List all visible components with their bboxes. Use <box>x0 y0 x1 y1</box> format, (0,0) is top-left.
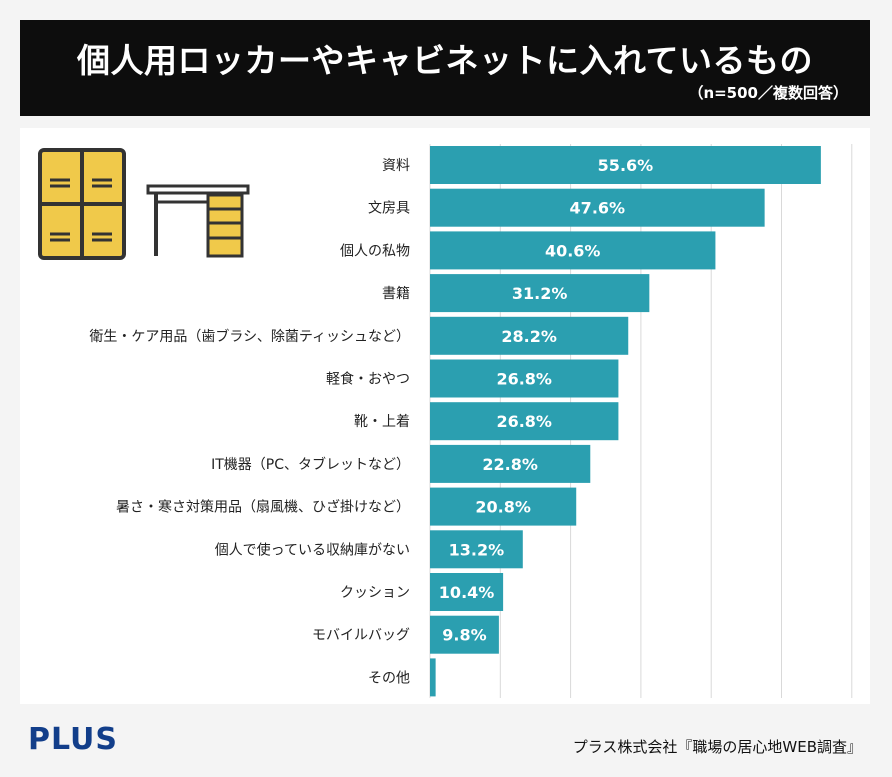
bar-4 <box>430 316 629 355</box>
value-label-9: 13.2% <box>449 540 505 559</box>
value-label-11: 9.8% <box>442 626 486 645</box>
bar-8 <box>430 487 577 526</box>
category-label-10: クッション <box>340 585 410 601</box>
category-label-3: 書籍 <box>382 285 410 302</box>
bar-0 <box>430 146 821 184</box>
bars <box>430 146 821 697</box>
category-label-5: 軽食・おやつ <box>326 371 410 388</box>
category-label-2: 個人の私物 <box>340 243 410 259</box>
locker-icon <box>38 148 126 260</box>
chart-title: 個人用ロッカーやキャビネットに入れているもの <box>76 41 813 80</box>
value-labels: 55.6% 47.6% 40.6% 31.2% 28.2% 26.8% 26.8% 22.8%… <box>439 156 653 645</box>
chart-panel: 資料文房具個人の私物書籍衛生・ケア用品（歯ブラシ、除菌ティッシュなど） 軽食・おや… <box>20 128 870 704</box>
chart-subtitle: （n=500／複数回答） <box>688 84 848 102</box>
category-label-12: その他 <box>368 670 410 686</box>
category-label-7: IT機器（PC、タブレットなど） <box>211 456 410 473</box>
value-label-4: 28.2% <box>501 327 557 346</box>
bar-6 <box>430 402 619 441</box>
category-label-6: 靴・上着 <box>354 414 410 430</box>
value-label-2: 40.6% <box>545 241 601 260</box>
value-label-7: 22.8% <box>482 455 538 474</box>
value-label-10: 10.4% <box>439 583 495 602</box>
value-label-3: 31.2% <box>512 284 568 303</box>
bar-12 <box>430 658 436 697</box>
bar-3 <box>430 274 650 313</box>
bar-2 <box>430 231 716 270</box>
bar-1 <box>430 188 765 227</box>
bar-7 <box>430 444 591 483</box>
category-label-9: 個人で使っている収納庫がない <box>215 541 410 558</box>
value-label-8: 20.8% <box>475 498 531 517</box>
category-label-1: 文房具 <box>368 201 410 217</box>
category-label-11: モバイルバッグ <box>312 628 410 644</box>
value-label-6: 26.8% <box>496 412 552 431</box>
category-label-4: 衛生・ケア用品（歯ブラシ、除菌ティッシュなど） <box>89 328 410 345</box>
category-label-8: 暑さ・寒さ対策用品（扇風機、ひざ掛けなど） <box>116 499 410 516</box>
category-label-0: 資料 <box>382 158 410 174</box>
value-label-0: 55.6% <box>598 156 654 175</box>
header-banner: 個人用ロッカーやキャビネットに入れているもの （n=500／複数回答） <box>20 20 870 116</box>
bar-9 <box>430 530 523 569</box>
value-label-1: 47.6% <box>570 199 626 218</box>
source-credit: プラス株式会社『職場の居心地WEB調査』 <box>572 738 862 756</box>
bar-10 <box>430 573 504 611</box>
bar-11 <box>430 615 499 654</box>
value-label-5: 26.8% <box>496 370 552 389</box>
plus-logo: PLUS <box>28 722 119 757</box>
bar-5 <box>430 359 619 398</box>
desk-icon <box>146 184 250 258</box>
